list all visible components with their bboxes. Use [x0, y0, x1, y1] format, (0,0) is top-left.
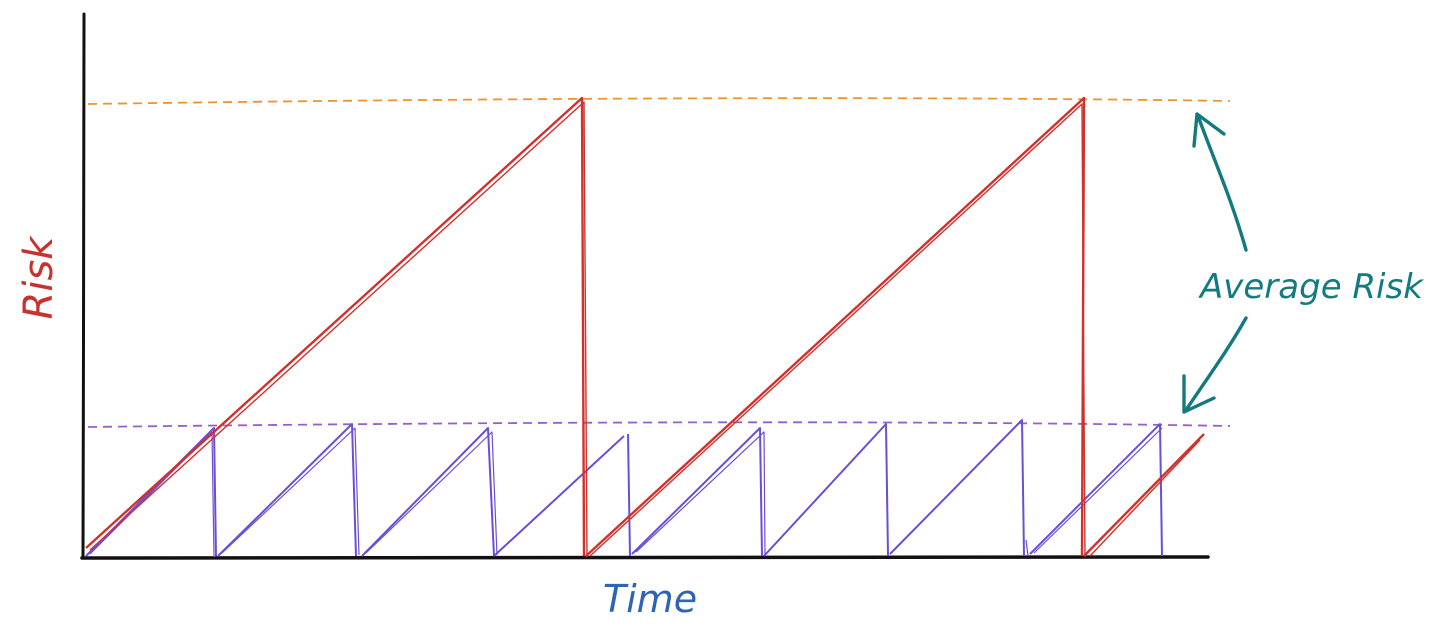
purple-cycle-5-sketch	[635, 431, 766, 556]
red-sawtooth	[85, 96, 1205, 558]
purple-cycle-2	[217, 423, 357, 557]
purple-cycle-4	[493, 435, 625, 557]
purple-cycle-3-sketch	[365, 431, 498, 556]
purple-cycle-5	[631, 427, 763, 557]
average-risk-annotation: Average Risk	[1198, 267, 1424, 307]
axes	[80, 12, 1210, 561]
arrow-up-head	[1192, 112, 1226, 148]
annotation-arrows	[1182, 112, 1248, 414]
low-average-dashed-line	[87, 421, 1231, 428]
y-axis-label: Risk	[16, 235, 62, 320]
x-axis-label: Time	[603, 577, 697, 621]
purple-cycle-6	[763, 423, 889, 557]
purple-cycle-7	[889, 419, 1025, 557]
high-average-dashed-line	[87, 97, 1231, 105]
y-axis	[81, 12, 86, 560]
purple-sawtooth	[85, 419, 1163, 558]
arrow-up-to-high-average	[1196, 114, 1248, 252]
red-cycle-1	[85, 96, 586, 557]
arrow-down-head	[1182, 374, 1216, 414]
purple-cycle-7-sketch	[1025, 539, 1029, 557]
purple-cycle-8-sketch	[1033, 427, 1163, 554]
red-cycle-1-sketch	[89, 101, 588, 558]
red-cycle-3-sketch	[1089, 439, 1201, 557]
purple-cycle-3	[361, 427, 495, 557]
red-cycle-2-sketch	[589, 103, 1086, 558]
purple-cycle-2-sketch	[221, 427, 360, 556]
arrow-down-to-low-average	[1184, 316, 1248, 412]
red-cycle-2	[585, 96, 1086, 557]
x-axis	[80, 555, 1210, 561]
purple-cycle-8	[1029, 423, 1163, 557]
purple-cycle-4-reset	[627, 433, 631, 557]
red-cycle-3	[1083, 433, 1205, 557]
purple-cycle-1	[85, 427, 217, 557]
